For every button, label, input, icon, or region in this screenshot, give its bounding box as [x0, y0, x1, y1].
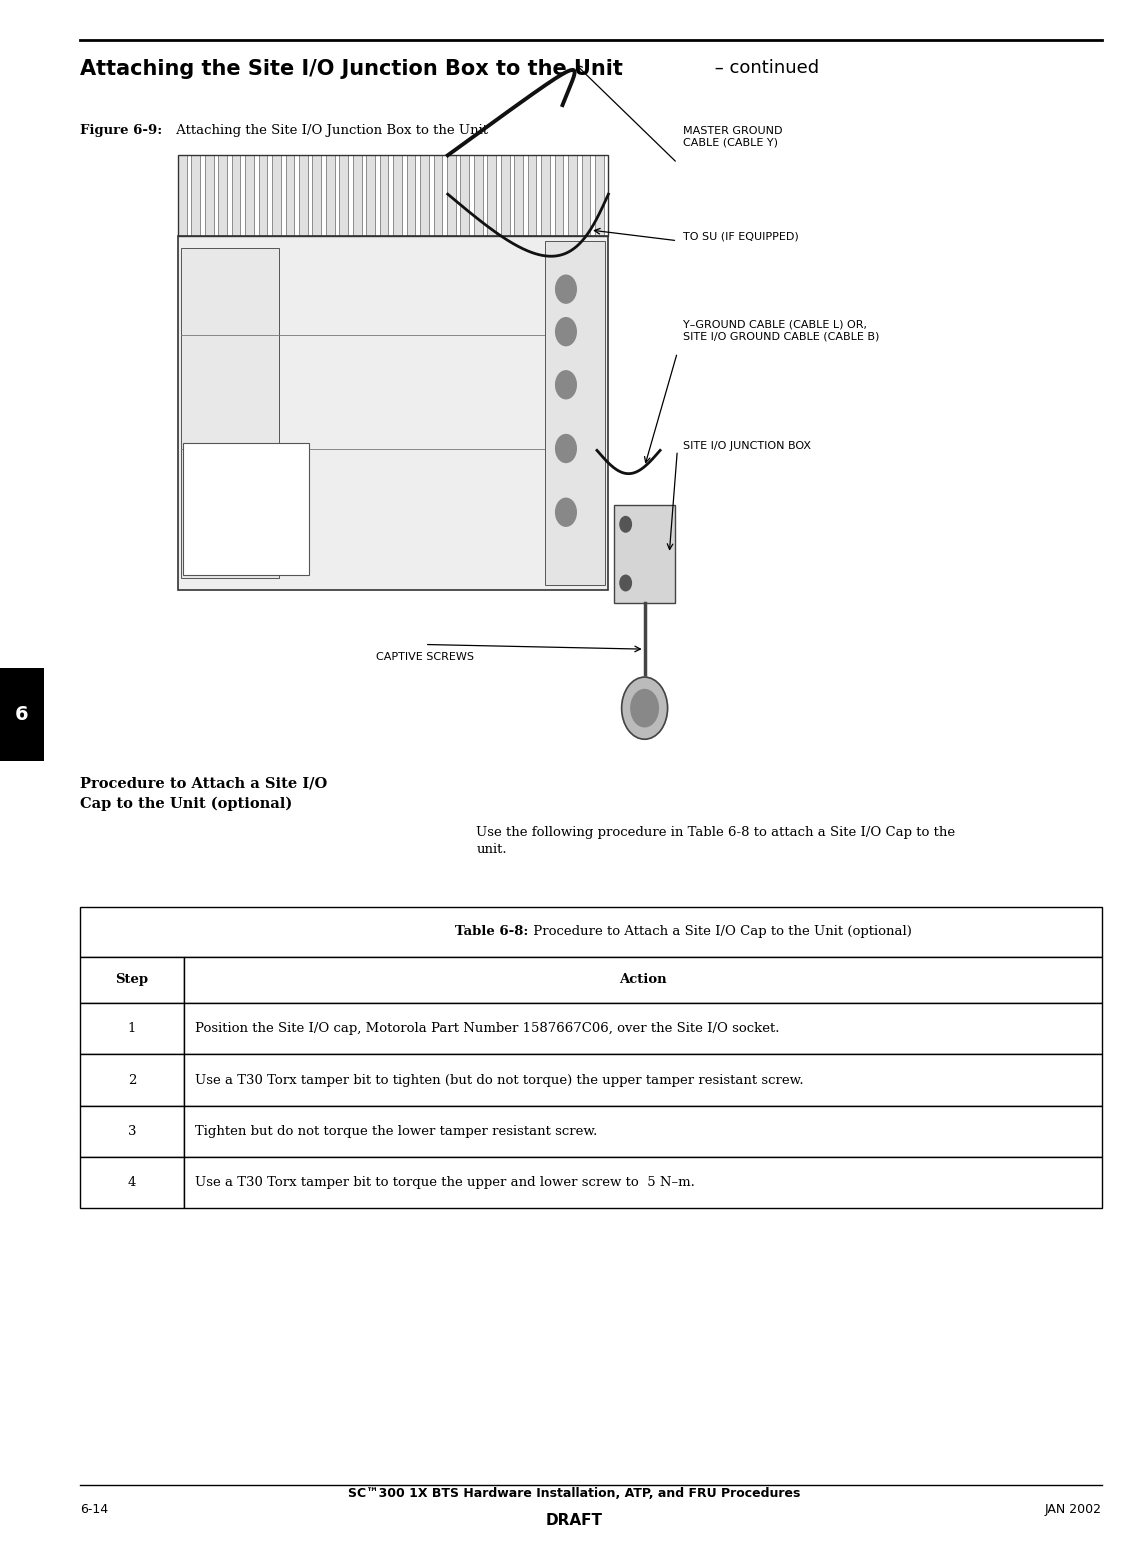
Text: Figure 6-9:: Figure 6-9: [80, 124, 163, 137]
Bar [460, 155, 470, 236]
Bar [178, 155, 187, 236]
Text: JAN 2002: JAN 2002 [1045, 1503, 1102, 1516]
Text: Tighten but do not torque the lower tamper resistant screw.: Tighten but do not torque the lower tamp… [195, 1124, 598, 1138]
Bar [420, 155, 429, 236]
Text: Attaching the Site I/O Junction Box to the Unit: Attaching the Site I/O Junction Box to t… [80, 59, 623, 79]
Text: 6: 6 [15, 705, 29, 724]
Bar [184, 1003, 1102, 1054]
Text: Step: Step [116, 974, 148, 986]
Text: TO SU (IF EQUIPPED): TO SU (IF EQUIPPED) [683, 231, 799, 241]
Text: 4: 4 [127, 1176, 137, 1190]
Bar [474, 155, 482, 236]
Bar [614, 505, 675, 603]
Text: 2: 2 [127, 1073, 137, 1087]
Bar [340, 155, 348, 236]
Bar [258, 155, 267, 236]
Circle shape [631, 690, 659, 727]
Bar [80, 1003, 184, 1054]
Bar [184, 1157, 1102, 1208]
Bar [0, 668, 44, 761]
Bar [184, 957, 1102, 1003]
Bar [554, 155, 564, 236]
Bar [595, 155, 604, 236]
Bar [232, 155, 240, 236]
Text: 3: 3 [127, 1124, 137, 1138]
Bar [80, 1157, 184, 1208]
Bar [80, 1054, 184, 1106]
Bar [366, 155, 375, 236]
Text: Use the following procedure in Table 6-8 to attach a Site I/O Cap to the
unit.: Use the following procedure in Table 6-8… [476, 826, 955, 856]
Bar [447, 155, 456, 236]
Bar [501, 155, 510, 236]
Circle shape [556, 275, 576, 303]
Bar [184, 1106, 1102, 1157]
Text: Y–GROUND CABLE (CABLE L) OR,
SITE I/O GROUND CABLE (CABLE B): Y–GROUND CABLE (CABLE L) OR, SITE I/O GR… [683, 320, 879, 342]
Bar [178, 155, 608, 236]
Bar [298, 155, 308, 236]
Bar [545, 241, 605, 585]
Bar [514, 155, 523, 236]
Circle shape [556, 435, 576, 463]
Bar [582, 155, 590, 236]
Bar [80, 907, 1102, 957]
Circle shape [556, 318, 576, 346]
Bar [434, 155, 442, 236]
Text: Position the Site I/O cap, Motorola Part Number 1587667C06, over the Site I/O so: Position the Site I/O cap, Motorola Part… [195, 1022, 779, 1036]
Text: CAPTIVE SCREWS: CAPTIVE SCREWS [375, 652, 474, 662]
Bar [184, 1054, 1102, 1106]
Bar [80, 1106, 184, 1157]
Bar [528, 155, 536, 236]
Bar [178, 236, 608, 590]
Bar [541, 155, 550, 236]
Bar [393, 155, 402, 236]
Circle shape [620, 517, 631, 533]
Circle shape [622, 677, 668, 739]
Bar [204, 155, 214, 236]
Bar [326, 155, 335, 236]
Bar [183, 443, 309, 575]
Circle shape [620, 575, 631, 590]
Bar [286, 155, 294, 236]
Text: Procedure to Attach a Site I/O
Cap to the Unit (optional): Procedure to Attach a Site I/O Cap to th… [80, 776, 327, 811]
Bar [192, 155, 200, 236]
Text: – continued: – continued [709, 59, 820, 78]
Text: Procedure to Attach a Site I/O Cap to the Unit (optional): Procedure to Attach a Site I/O Cap to th… [529, 926, 913, 938]
Text: Attaching the Site I/O Junction Box to the Unit: Attaching the Site I/O Junction Box to t… [172, 124, 488, 137]
Bar [218, 155, 227, 236]
Text: SC™300 1X BTS Hardware Installation, ATP, and FRU Procedures: SC™300 1X BTS Hardware Installation, ATP… [348, 1488, 800, 1500]
Bar [488, 155, 496, 236]
Bar [246, 155, 254, 236]
Bar [80, 957, 184, 1003]
Text: Action: Action [619, 974, 667, 986]
Bar [181, 248, 279, 578]
Bar [352, 155, 362, 236]
Text: Use a T30 Torx tamper bit to torque the upper and lower screw to  5 N–m.: Use a T30 Torx tamper bit to torque the … [195, 1176, 695, 1190]
Bar [272, 155, 281, 236]
Text: MASTER GROUND
CABLE (CABLE Y): MASTER GROUND CABLE (CABLE Y) [683, 126, 783, 148]
Text: SITE I/O JUNCTION BOX: SITE I/O JUNCTION BOX [683, 441, 810, 450]
Bar [568, 155, 576, 236]
Text: DRAFT: DRAFT [545, 1513, 603, 1528]
Text: Table 6-8:: Table 6-8: [455, 926, 528, 938]
Text: 1: 1 [127, 1022, 137, 1036]
Text: 6-14: 6-14 [80, 1503, 108, 1516]
Circle shape [556, 371, 576, 399]
Circle shape [556, 499, 576, 526]
Bar [406, 155, 416, 236]
Text: Use a T30 Torx tamper bit to tighten (but do not torque) the upper tamper resist: Use a T30 Torx tamper bit to tighten (bu… [195, 1073, 804, 1087]
Bar [380, 155, 388, 236]
Bar [312, 155, 321, 236]
